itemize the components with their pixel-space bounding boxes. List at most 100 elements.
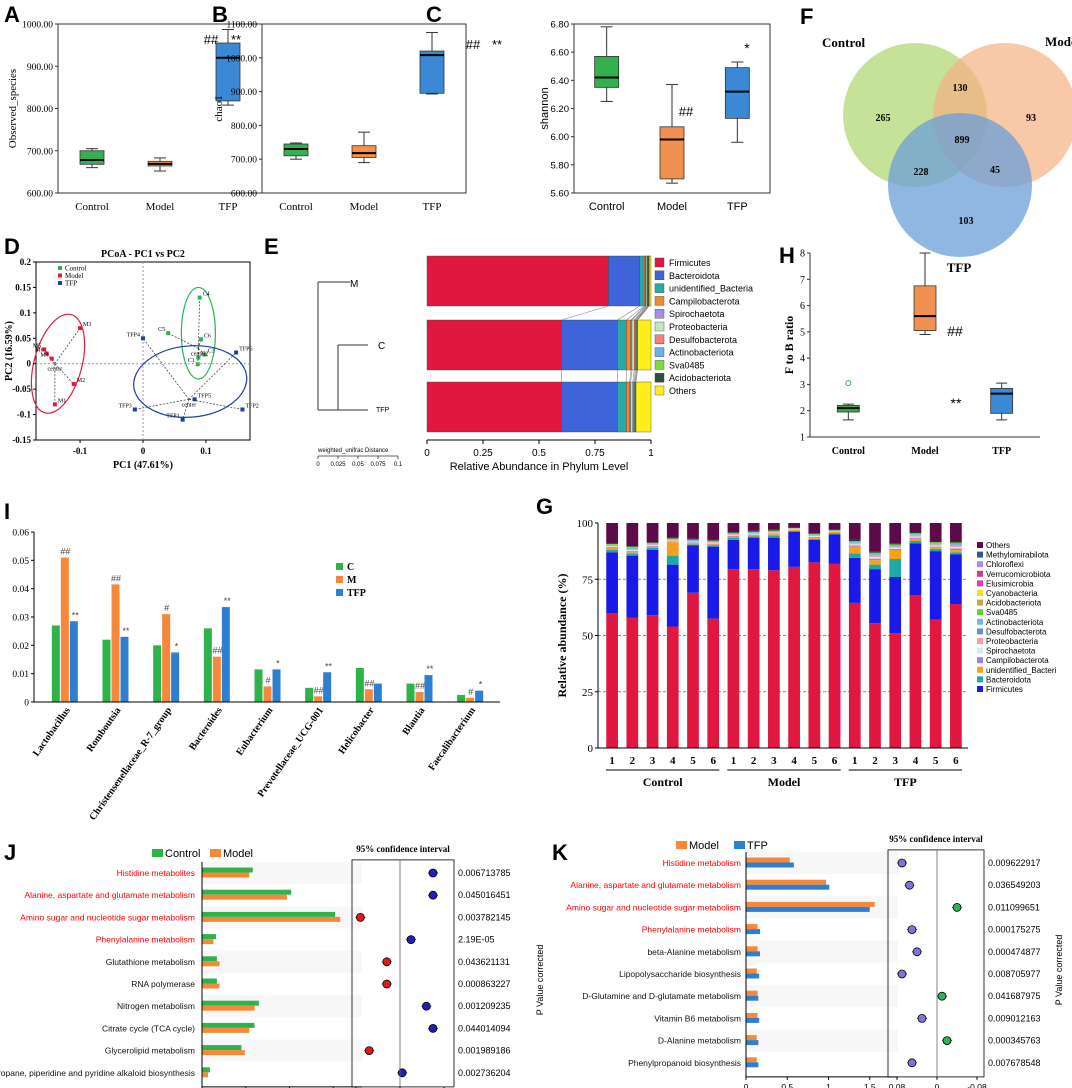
legend-label: Cyanobacteria — [986, 589, 1038, 598]
pathway-label: Amino sugar and nucleotide sugar metabol… — [566, 902, 741, 912]
y-tick-label: 50 — [582, 631, 594, 643]
pathway-label: Alanine, aspartate and glutamate metabol… — [24, 890, 195, 900]
venn-count: 899 — [955, 135, 970, 146]
sample-point — [166, 331, 171, 336]
p-value: 0.002736204 — [458, 1068, 511, 1078]
bar-tfp — [69, 621, 78, 702]
bar-m — [60, 557, 69, 702]
legend-swatch — [977, 542, 983, 548]
legend-label: Acidobacteriota — [669, 373, 731, 383]
sample-label: 3 — [771, 755, 777, 767]
sample-label: M6 — [35, 348, 43, 354]
legend-label: TFP — [747, 840, 768, 852]
tree-tick-label: 0.05 — [352, 462, 364, 468]
stack-segment — [617, 319, 627, 371]
category-label: TFP — [376, 407, 390, 414]
legend-label: Control — [165, 848, 200, 860]
y-tick-label: 0 — [588, 743, 594, 755]
stack-segment — [606, 552, 618, 613]
mean-bar-model — [202, 983, 220, 989]
legend-swatch — [977, 638, 983, 644]
significance-mark: # — [265, 675, 270, 685]
stack-segment — [808, 523, 821, 534]
p-value: 0.011099651 — [988, 902, 1040, 912]
y-tick-label: 0.02 — [12, 642, 29, 652]
stack-segment — [626, 617, 639, 748]
pathway-label: Amino sugar and nucleotide sugar metabol… — [20, 912, 195, 922]
mean-bar-model — [202, 872, 250, 878]
significance-mark: ** — [231, 32, 241, 47]
sample-label: TFP6 — [239, 347, 252, 353]
stack-segment — [848, 541, 861, 543]
stack-segment — [687, 523, 699, 539]
ci-point — [907, 925, 917, 934]
y-tick-label: -0.1 — [17, 410, 32, 420]
sample-label: TFP4 — [127, 332, 140, 338]
significance-mark: ** — [492, 37, 502, 52]
sample-label: 4 — [670, 755, 676, 767]
pathway-label: Tropane, piperidine and pyridine alkaloi… — [0, 1068, 195, 1078]
flow-line — [635, 369, 638, 383]
legend-swatch — [336, 576, 343, 583]
legend-label: Chloroflexi — [986, 560, 1024, 569]
y-tick-label: 6.00 — [551, 132, 570, 143]
mean-bar-control — [202, 934, 216, 940]
stack-segment — [666, 539, 679, 541]
stack-segment — [561, 381, 618, 433]
legend-swatch — [58, 273, 62, 278]
p-value: 0.000474877 — [988, 947, 1041, 957]
sample-label: 5 — [812, 755, 818, 767]
stack-segment — [687, 538, 699, 540]
stack-segment — [747, 535, 760, 537]
y-tick-label: 700.00 — [231, 156, 257, 166]
sample-label: TFP1 — [166, 414, 179, 420]
ci-title: 95% confidence interval — [356, 844, 450, 854]
x-tick-label: -0.1 — [73, 446, 88, 456]
x-tick-label: TFP — [423, 201, 442, 213]
ci-point — [382, 957, 392, 967]
stack-segment — [666, 539, 679, 540]
stack-segment — [950, 523, 962, 541]
y-tick-label: 0.05 — [12, 557, 29, 567]
sample-label: C2 — [201, 352, 208, 358]
x-tick-label: Model — [657, 201, 687, 213]
x-tick-label: TFP — [992, 446, 1011, 457]
legend-label: Actinobacteriota — [669, 348, 734, 358]
stack-segment — [606, 544, 618, 546]
legend-label: Spirochaetota — [986, 647, 1036, 656]
bar-m — [415, 692, 424, 702]
y-tick-label: 6.80 — [551, 20, 570, 31]
stack-segment — [828, 534, 841, 564]
stack-segment — [687, 542, 699, 544]
sample-label: 4 — [791, 755, 797, 767]
outlier-point — [845, 380, 852, 387]
stack-segment — [687, 540, 699, 541]
stack-segment — [788, 566, 800, 748]
sample-label: 3 — [650, 755, 656, 767]
category-label: C — [378, 341, 385, 352]
sample-label: 1 — [609, 755, 615, 767]
legend-swatch — [654, 385, 665, 396]
sample-label: 6 — [832, 755, 838, 767]
sample-point — [44, 351, 49, 356]
x-tick-label: TFP — [219, 201, 238, 213]
mean-bar-tfp — [746, 906, 870, 912]
mean-bar-tfp — [746, 1040, 759, 1046]
pathway-label: Nitrogen metabolism — [117, 1001, 195, 1011]
bar-m — [364, 689, 373, 702]
y-axis-label: shannon — [539, 87, 551, 129]
confidence-ellipse-tfp — [133, 345, 248, 418]
centroid-spoke — [54, 363, 75, 385]
sample-point — [71, 382, 76, 387]
stack-segment — [950, 604, 962, 748]
p-value: 0.006713785 — [458, 868, 511, 878]
x-tick-label: 0 — [141, 446, 146, 456]
stack-segment — [848, 553, 861, 558]
stack-segment — [889, 577, 902, 634]
mean-bar-control — [202, 1045, 242, 1051]
legend-swatch — [654, 309, 665, 319]
y-tick-label: 5.80 — [551, 160, 570, 171]
box-control — [594, 55, 620, 88]
bar-m — [162, 614, 171, 702]
legend-label: Verrucomicrobiota — [986, 570, 1051, 579]
